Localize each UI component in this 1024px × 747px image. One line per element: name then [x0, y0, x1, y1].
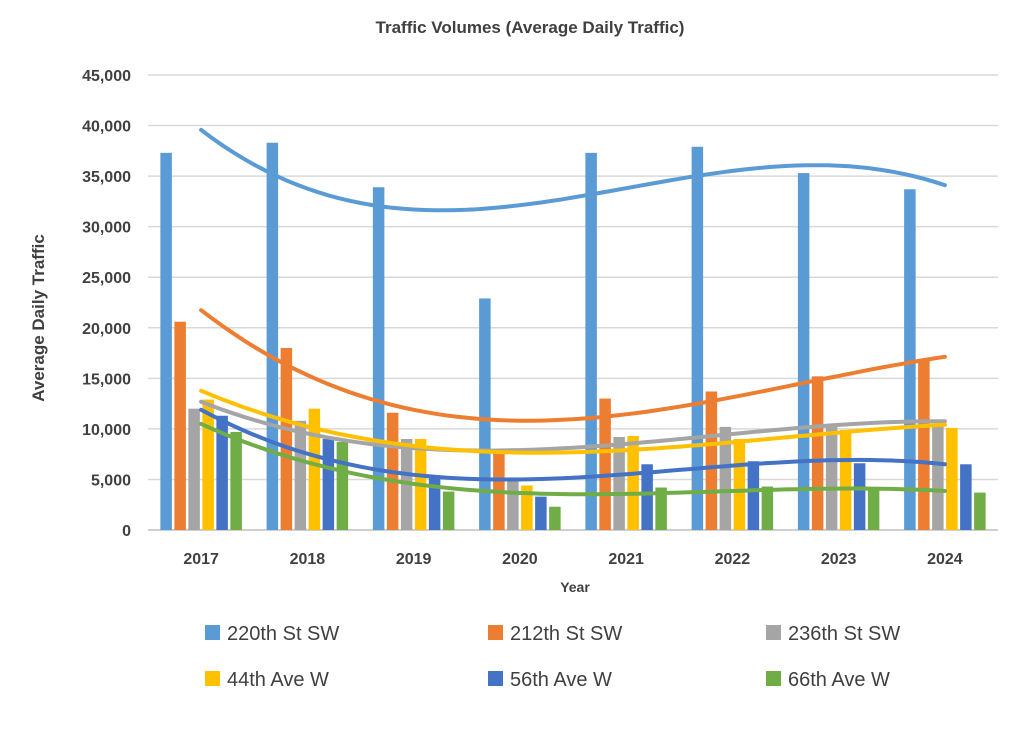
bar: [308, 408, 321, 530]
bar: [479, 298, 491, 530]
bar: [521, 485, 533, 530]
trendline: [199, 127, 947, 213]
bar: [655, 487, 667, 530]
legend-label: 44th Ave W: [227, 669, 329, 691]
x-tick-label: 2024: [927, 551, 963, 568]
y-tick-label: 40,000: [82, 119, 131, 136]
y-tick-label: 10,000: [82, 422, 131, 439]
bar: [336, 442, 349, 530]
bar: [280, 348, 293, 530]
bar: [904, 189, 916, 530]
x-tick-label: 2022: [715, 551, 751, 568]
x-axis-label: Year: [560, 579, 590, 595]
bar: [839, 429, 852, 530]
bar: [322, 439, 335, 530]
bar: [535, 496, 547, 530]
y-tick-label: 20,000: [82, 321, 131, 338]
bar: [641, 464, 653, 530]
legend-label: 212th St SW: [510, 623, 622, 645]
bar: [549, 506, 561, 530]
bar: [853, 463, 866, 530]
bar: [946, 427, 958, 530]
bar: [372, 187, 385, 530]
bar: [174, 321, 186, 530]
legend-label: 236th St SW: [788, 623, 900, 645]
y-tick-label: 45,000: [82, 68, 131, 85]
y-tick-label: 25,000: [82, 270, 131, 287]
y-tick-label: 5,000: [91, 472, 131, 489]
legend-swatch: [205, 625, 220, 640]
bar: [507, 477, 519, 530]
legend: 220th St SW 212th St SW 236th St SW 44th Av…: [205, 623, 900, 691]
bar: [216, 415, 228, 530]
bar: [691, 146, 704, 531]
bar: [230, 431, 242, 530]
trendline: [199, 407, 947, 482]
legend-swatch: [488, 625, 503, 640]
x-tick-label: 2023: [821, 551, 857, 568]
y-axis-ticks: 0 5,000 10,000 15,000 20,000 25,000 30,000 35,0…: [82, 68, 131, 540]
bar: [705, 391, 718, 530]
bar: [719, 426, 732, 530]
x-tick-label: 2020: [502, 551, 538, 568]
trendline: [199, 399, 947, 453]
legend-swatch: [766, 625, 781, 640]
bar: [160, 152, 172, 530]
bar: [294, 420, 307, 530]
bar: [974, 492, 986, 530]
bar: [202, 399, 214, 530]
y-tick-label: 15,000: [82, 371, 131, 388]
x-tick-label: 2019: [396, 551, 432, 568]
x-tick-label: 2018: [290, 551, 326, 568]
bar: [442, 491, 455, 530]
trendline: [199, 308, 947, 423]
legend-swatch: [488, 671, 503, 686]
bar: [627, 435, 639, 530]
bar: [733, 439, 746, 530]
legend-label: 66th Ave W: [788, 669, 890, 691]
bar: [266, 142, 279, 530]
y-tick-label: 0: [122, 523, 131, 540]
bar: [613, 436, 625, 530]
bar: [960, 464, 972, 530]
chart-title: Traffic Volumes (Average Daily Traffic): [376, 18, 685, 37]
bar: [825, 423, 838, 530]
trendlines: [199, 127, 947, 497]
trendline: [199, 421, 947, 497]
bar: [585, 152, 597, 530]
trendline: [199, 388, 947, 455]
bar: [761, 486, 774, 530]
bar: [599, 398, 611, 530]
bar: [428, 477, 441, 530]
legend-label: 220th St SW: [227, 623, 339, 645]
bar: [932, 423, 944, 530]
legend-swatch: [766, 671, 781, 686]
bar: [811, 376, 824, 530]
legend-swatch: [205, 671, 220, 686]
x-tick-label: 2021: [608, 551, 644, 568]
legend-label: 56th Ave W: [510, 669, 612, 691]
x-axis-ticks: 2017 2018 2019 2020 2021 2022 2023 2024: [183, 551, 962, 568]
y-tick-label: 35,000: [82, 169, 131, 186]
bar: [797, 173, 810, 531]
bar: [918, 359, 930, 530]
bar: [867, 488, 880, 530]
y-tick-label: 30,000: [82, 220, 131, 237]
x-tick-label: 2017: [183, 551, 219, 568]
bar: [747, 461, 760, 530]
bars: [160, 142, 986, 531]
y-axis-label: Average Daily Traffic: [29, 234, 48, 402]
bar: [188, 408, 200, 530]
